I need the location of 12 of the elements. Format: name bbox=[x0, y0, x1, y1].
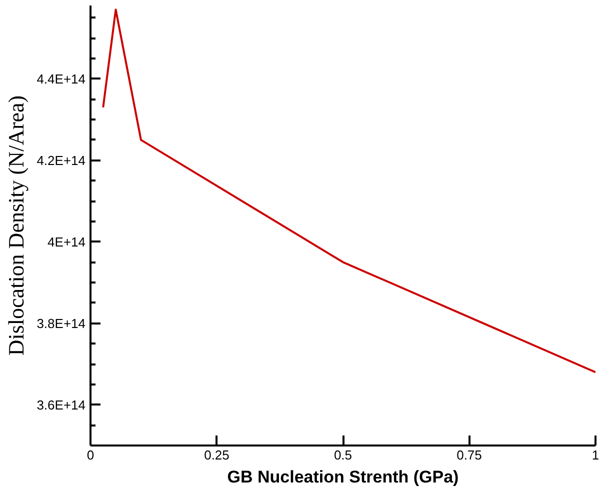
y-tick-label: 4E+14 bbox=[48, 234, 86, 250]
y-axis-title: Dislocation Density (N/Area) bbox=[4, 95, 29, 356]
y-tick-label: 3.6E+14 bbox=[36, 397, 86, 412]
x-tick-label: 1 bbox=[592, 448, 600, 462]
x-tick-label: 0.25 bbox=[204, 448, 230, 462]
x-axis-title: GB Nucleation Strenth (GPa) bbox=[227, 468, 459, 486]
x-tick-label: 0 bbox=[86, 448, 94, 462]
y-tick-label: 4.2E+14 bbox=[36, 152, 86, 168]
x-tick-label: 0.5 bbox=[334, 448, 352, 462]
y-tick-label: 4.4E+14 bbox=[36, 71, 86, 86]
y-tick-label: 3.8E+14 bbox=[36, 316, 86, 331]
x-tick-label: 0.75 bbox=[456, 448, 482, 462]
